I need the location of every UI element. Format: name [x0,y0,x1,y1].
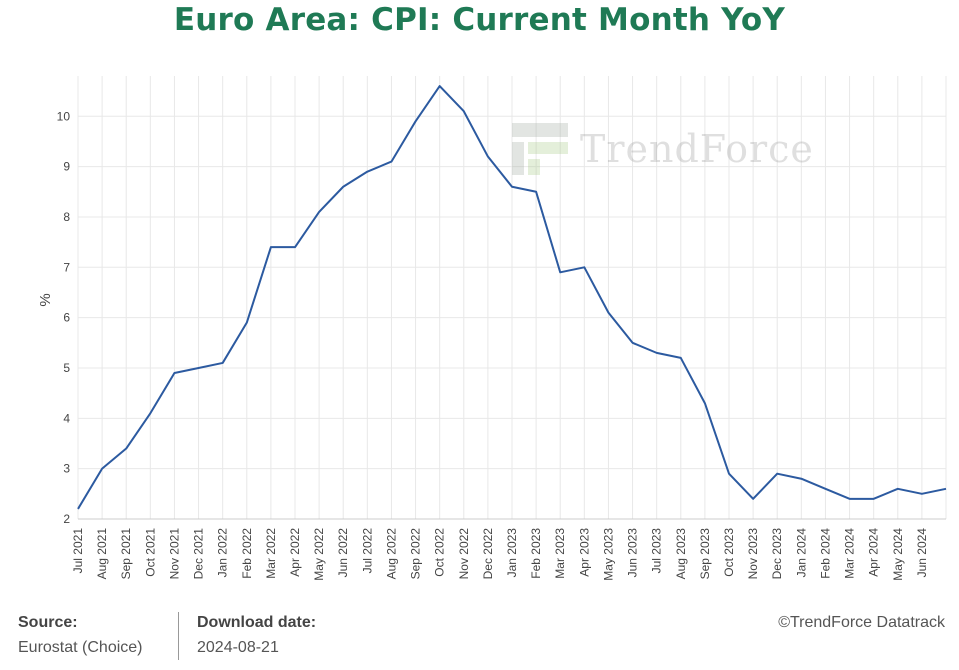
data-point[interactable] [871,496,876,501]
data-point[interactable] [437,84,442,89]
line-chart: 2 3 4 5 6 7 8 9 10 Jul 2021 Aug 2021 Sep 2021 Oct 2… [37,76,949,581]
x-tick-label: Jun 2023 [626,528,640,578]
trendforce-watermark: TrendForce [512,122,814,176]
data-point[interactable] [413,119,418,124]
x-tick-label: Apr 2023 [577,528,591,577]
x-tick-label: Mar 2024 [843,528,857,579]
data-point[interactable] [172,371,177,376]
x-tick-label: May 2024 [891,528,905,581]
y-tick-label: 8 [63,210,70,224]
y-tick-label: 2 [63,512,70,526]
data-point[interactable] [582,265,587,270]
data-point[interactable] [317,209,322,214]
x-tick-label: Mar 2023 [553,528,567,579]
download-date-value: 2024-08-21 [197,639,279,656]
x-tick-label: Aug 2021 [95,528,109,580]
source-value: Eurostat (Choice) [18,639,143,656]
x-tick-label: Feb 2023 [529,528,543,579]
data-point[interactable] [823,486,828,491]
y-tick-label: 9 [63,160,70,174]
y-axis-label: % [37,293,54,306]
x-tick-label: Feb 2022 [240,528,254,579]
y-tick-label: 5 [63,361,70,375]
data-point[interactable] [389,159,394,164]
x-tick-label: Jun 2022 [336,528,350,578]
data-point[interactable] [341,184,346,189]
x-tick-label: Sep 2021 [119,528,133,580]
data-point[interactable] [100,466,105,471]
series-group [76,84,949,511]
y-axis-ticks: 2 3 4 5 6 7 8 9 10 [57,109,71,526]
data-point[interactable] [630,340,635,345]
x-tick-label: Jun 2024 [915,528,929,578]
x-tick-label: Apr 2022 [288,528,302,577]
x-tick-label: Feb 2024 [818,528,832,579]
data-point[interactable] [702,401,707,406]
data-point[interactable] [461,109,466,114]
x-tick-label: Dec 2021 [192,528,206,580]
x-tick-label: May 2023 [601,528,615,581]
data-point[interactable] [268,245,273,250]
data-point[interactable] [124,446,129,451]
x-tick-label: Sep 2023 [698,528,712,580]
x-tick-label: Apr 2024 [867,528,881,577]
x-tick-label: Nov 2023 [746,528,760,580]
chart-title: Euro Area: CPI: Current Month YoY [173,2,786,38]
x-tick-label: Dec 2023 [770,528,784,580]
x-tick-label: Oct 2022 [433,528,447,577]
x-tick-label: Jan 2023 [505,528,519,578]
x-axis-ticks: Jul 2021 Aug 2021 Sep 2021 Oct 2021 Nov 2021… [71,528,929,581]
source-label: Source: [18,614,78,631]
x-tick-label: Mar 2022 [264,528,278,579]
data-point[interactable] [919,491,924,496]
data-point[interactable] [799,476,804,481]
y-tick-label: 6 [63,311,70,325]
data-point[interactable] [654,350,659,355]
watermark-text: TrendForce [580,127,814,171]
x-tick-label: Oct 2023 [722,528,736,577]
x-tick-label: Sep 2022 [409,528,423,580]
x-tick-label: May 2022 [312,528,326,581]
footer-divider [178,612,179,660]
x-tick-label: Jul 2022 [360,528,374,574]
data-point[interactable] [220,360,225,365]
data-point[interactable] [775,471,780,476]
y-tick-label: 7 [63,260,70,274]
data-point[interactable] [727,471,732,476]
data-point[interactable] [558,270,563,275]
data-point[interactable] [944,486,949,491]
copyright-text: ©TrendForce Datatrack [778,614,945,631]
x-tick-label: Nov 2022 [457,528,471,580]
x-tick-label: Oct 2021 [143,528,157,577]
grid-lines [77,76,947,520]
data-point[interactable] [751,496,756,501]
data-point[interactable] [293,245,298,250]
series-line [77,85,947,510]
y-tick-label: 4 [63,411,70,425]
x-tick-label: Dec 2022 [481,528,495,580]
data-point[interactable] [148,411,153,416]
y-tick-label: 3 [63,462,70,476]
x-tick-label: Jul 2023 [650,528,664,574]
download-date-label: Download date: [197,614,317,631]
y-tick-label: 10 [57,109,71,123]
data-point[interactable] [244,320,249,325]
data-point[interactable] [678,355,683,360]
x-tick-label: Jul 2021 [71,528,85,574]
data-point[interactable] [606,310,611,315]
data-point[interactable] [534,189,539,194]
x-tick-label: Aug 2023 [674,528,688,580]
data-point[interactable] [485,154,490,159]
data-point[interactable] [76,506,81,511]
x-tick-label: Jan 2022 [216,528,230,578]
data-point[interactable] [510,184,515,189]
x-tick-label: Aug 2022 [384,528,398,580]
data-point[interactable] [196,365,201,370]
data-point[interactable] [895,486,900,491]
data-point[interactable] [365,169,370,174]
x-tick-label: Jan 2024 [794,528,808,578]
trendforce-logo-icon [512,123,568,175]
x-tick-label: Nov 2021 [167,528,181,580]
data-point[interactable] [847,496,852,501]
